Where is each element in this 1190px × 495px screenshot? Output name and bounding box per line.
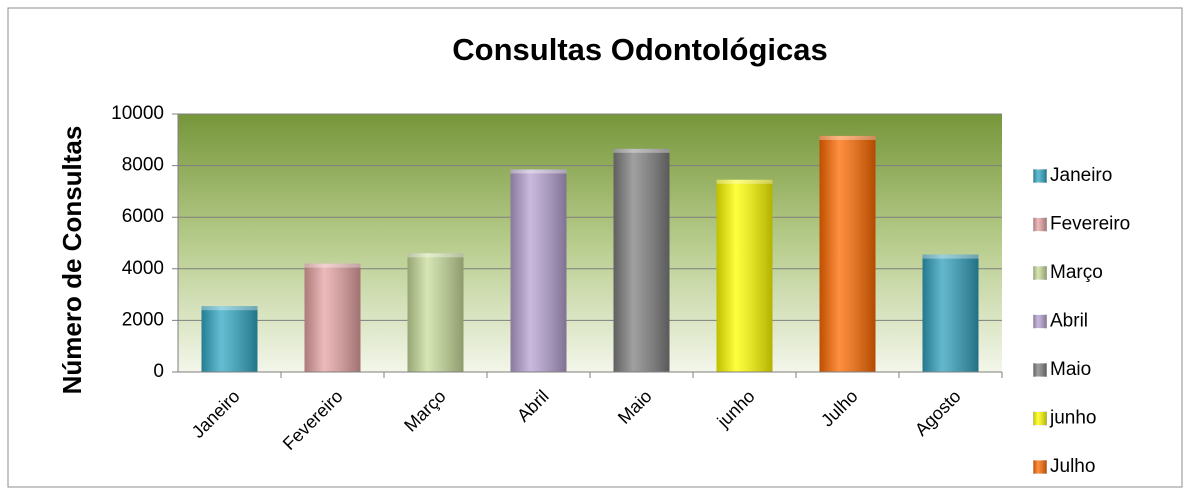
bar-cap (922, 254, 979, 259)
legend-label: junho (1049, 408, 1097, 429)
legend-label: Janeiro (1050, 165, 1112, 186)
plot-area (178, 114, 1002, 372)
y-axis-title: Número de Consultas (57, 126, 87, 395)
bar-shine (819, 135, 876, 372)
y-tick-label: 0 (153, 361, 164, 382)
legend-label: Março (1050, 262, 1103, 283)
chart-title: Consultas Odontológicas (452, 32, 827, 67)
y-tick-label: 8000 (122, 155, 164, 176)
bar-cap (510, 169, 567, 174)
bar-cap (716, 179, 773, 184)
bar-shine (304, 263, 361, 372)
bar-shine (201, 306, 258, 372)
legend-swatch-shine (1033, 314, 1047, 329)
bar-shine (613, 148, 670, 372)
bar-cap (819, 135, 876, 140)
legend-swatch-shine (1033, 266, 1047, 280)
legend-label: Fevereiro (1050, 214, 1130, 235)
legend-swatch-shine (1033, 460, 1047, 474)
bar-cap (407, 253, 464, 258)
legend-label: Abril (1050, 311, 1088, 332)
bar-cap (613, 148, 670, 153)
bar-shine (922, 254, 979, 372)
legend-label: Julho (1050, 456, 1095, 477)
bar-shine (716, 179, 773, 372)
legend-swatch-shine (1033, 217, 1047, 232)
legend-swatch-shine (1033, 363, 1047, 377)
legend-swatch-shine (1033, 169, 1047, 183)
bar-shine (407, 253, 464, 372)
y-tick-label: 6000 (122, 206, 164, 227)
y-tick-label: 2000 (122, 309, 164, 330)
bar-cap (201, 306, 258, 311)
bar-cap (304, 263, 361, 268)
y-tick-label: 10000 (111, 103, 164, 124)
y-tick-label: 4000 (122, 258, 164, 279)
bar-shine (510, 169, 567, 372)
legend-label: Maio (1050, 359, 1091, 380)
legend-swatch-shine (1033, 411, 1047, 426)
